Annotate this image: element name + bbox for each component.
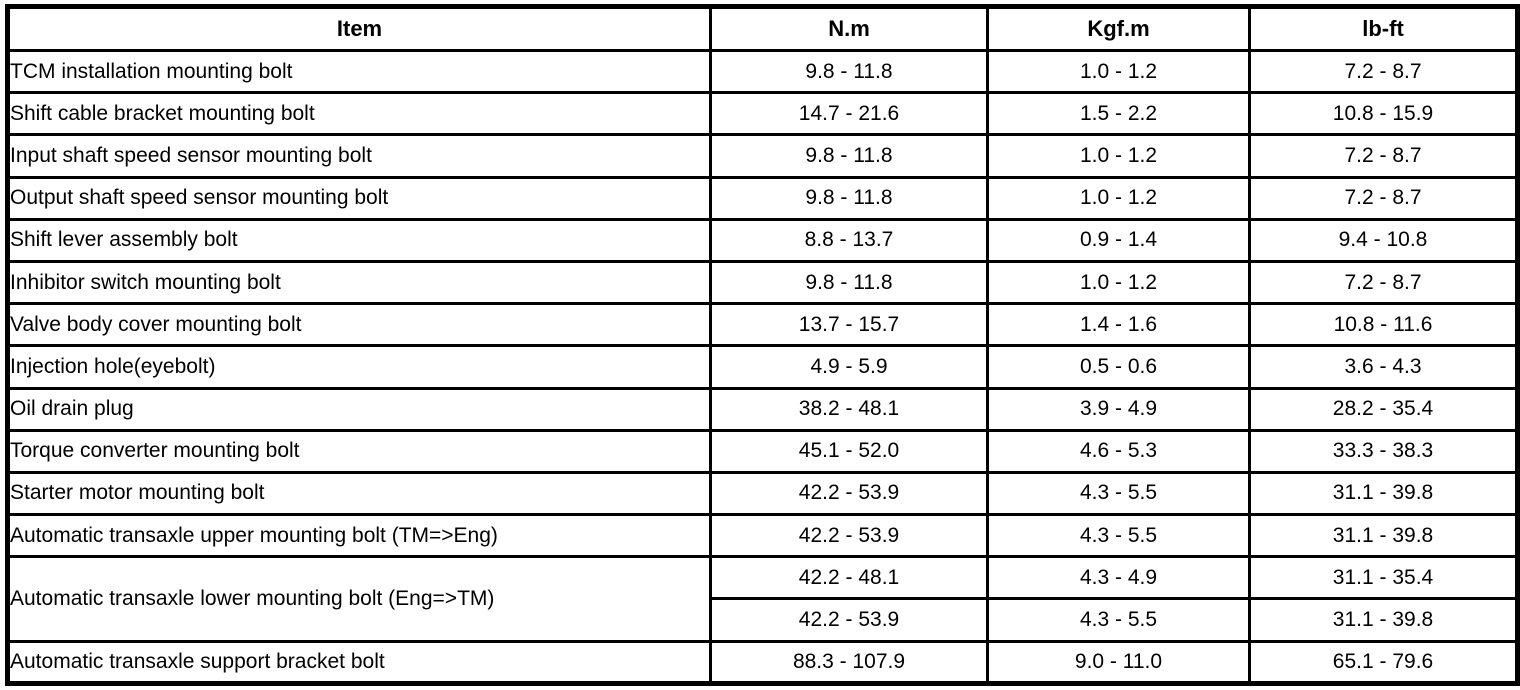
table-row: Torque converter mounting bolt 45.1 - 52.… [6, 428, 1519, 474]
value-cell: 65.1 - 79.6 [1248, 639, 1519, 686]
value-cell: 28.2 - 35.4 [1248, 386, 1519, 432]
value-cell: 42.2 - 53.9 [709, 470, 989, 517]
value-cell: 4.3 - 4.9 [986, 555, 1251, 601]
column-header-nm: N.m [709, 5, 989, 52]
item-cell: Starter motor mounting bolt [6, 470, 712, 517]
item-cell: Automatic transaxle lower mounting bolt … [6, 555, 712, 643]
table-body: TCM installation mounting bolt 9.8 - 11.8… [6, 48, 1519, 686]
value-cell: 45.1 - 52.0 [709, 428, 989, 474]
table-row: Automatic transaxle support bracket bolt… [6, 639, 1519, 686]
item-cell: Injection hole(eyebolt) [6, 344, 712, 390]
item-cell: Valve body cover mounting bolt [6, 302, 712, 348]
value-cell: 4.3 - 5.5 [986, 597, 1251, 643]
value-cell: 42.2 - 48.1 [709, 555, 989, 601]
value-cell: 88.3 - 107.9 [709, 639, 989, 686]
table-row: Injection hole(eyebolt) 4.9 - 5.9 0.5 - 0.… [6, 344, 1519, 390]
table-row: Valve body cover mounting bolt 13.7 - 15.… [6, 302, 1519, 348]
column-header-lbft: lb-ft [1248, 5, 1519, 52]
value-cell: 33.3 - 38.3 [1248, 428, 1519, 474]
item-cell: Oil drain plug [6, 386, 712, 432]
value-cell: 9.8 - 11.8 [709, 133, 989, 179]
value-cell: 42.2 - 53.9 [709, 513, 989, 559]
item-cell: Shift lever assembly bolt [6, 217, 712, 263]
value-cell: 10.8 - 15.9 [1248, 91, 1519, 137]
value-cell: 9.4 - 10.8 [1248, 217, 1519, 263]
value-cell: 7.2 - 8.7 [1248, 48, 1519, 95]
table-header: Item N.m Kgf.m lb-ft [6, 5, 1519, 52]
value-cell: 4.6 - 5.3 [986, 428, 1251, 474]
table-row: Input shaft speed sensor mounting bolt 9.… [6, 133, 1519, 179]
item-cell: Inhibitor switch mounting bolt [6, 259, 712, 306]
value-cell: 10.8 - 11.6 [1248, 302, 1519, 348]
value-cell: 8.8 - 13.7 [709, 217, 989, 263]
value-cell: 0.9 - 1.4 [986, 217, 1251, 263]
value-cell: 1.4 - 1.6 [986, 302, 1251, 348]
item-cell: Automatic transaxle upper mounting bolt … [6, 513, 712, 559]
table-row: Output shaft speed sensor mounting bolt 9… [6, 175, 1519, 221]
torque-spec-table: Item N.m Kgf.m lb-ft TCM installation mo… [5, 4, 1520, 686]
value-cell: 1.0 - 1.2 [986, 133, 1251, 179]
table-row: Oil drain plug 38.2 - 48.1 3.9 - 4.9 28.2 -… [6, 386, 1519, 432]
item-cell: Shift cable bracket mounting bolt [6, 91, 712, 137]
value-cell: 31.1 - 39.8 [1248, 597, 1519, 643]
value-cell: 0.5 - 0.6 [986, 344, 1251, 390]
table-row: 42.2 - 53.9 4.3 - 5.5 31.1 - 39.8 [8, 597, 1519, 643]
table-row: Starter motor mounting bolt 42.2 - 53.9 4.… [6, 470, 1519, 517]
item-cell: Automatic transaxle support bracket bolt [6, 639, 712, 686]
item-cell: Input shaft speed sensor mounting bolt [6, 133, 712, 179]
item-cell: TCM installation mounting bolt [6, 48, 712, 95]
value-cell: 1.0 - 1.2 [986, 175, 1251, 221]
table-row: Shift lever assembly bolt 8.8 - 13.7 0.9 -… [6, 217, 1519, 263]
value-cell: 9.8 - 11.8 [709, 175, 989, 221]
table-row: Automatic transaxle lower mounting bolt … [6, 555, 1519, 643]
table-row: Shift cable bracket mounting bolt 14.7 - … [6, 91, 1519, 137]
value-cell: 1.5 - 2.2 [986, 91, 1251, 137]
value-cell: 7.2 - 8.7 [1248, 133, 1519, 179]
value-cell: 4.3 - 5.5 [986, 513, 1251, 559]
value-cell: 3.9 - 4.9 [986, 386, 1251, 432]
value-cell: 9.8 - 11.8 [709, 48, 989, 95]
value-cell: 31.1 - 35.4 [1248, 555, 1519, 601]
column-header-kgfm: Kgf.m [986, 5, 1251, 52]
value-cell: 1.0 - 1.2 [986, 48, 1251, 95]
value-cell: 7.2 - 8.7 [1248, 175, 1519, 221]
table-row: Inhibitor switch mounting bolt 9.8 - 11.8… [6, 259, 1519, 306]
value-cell: 38.2 - 48.1 [709, 386, 989, 432]
value-cell: 3.6 - 4.3 [1248, 344, 1519, 390]
value-cell: 4.9 - 5.9 [709, 344, 989, 390]
value-cell: 7.2 - 8.7 [1248, 259, 1519, 306]
value-cell: 14.7 - 21.6 [709, 91, 989, 137]
header-row: Item N.m Kgf.m lb-ft [6, 5, 1519, 52]
table-row: TCM installation mounting bolt 9.8 - 11.8… [6, 48, 1519, 95]
item-cell: Output shaft speed sensor mounting bolt [6, 175, 712, 221]
value-cell: 31.1 - 39.8 [1248, 470, 1519, 517]
value-cell: 9.8 - 11.8 [709, 259, 989, 306]
item-cell: Torque converter mounting bolt [6, 428, 712, 474]
value-cell: 9.0 - 11.0 [986, 639, 1251, 686]
table-row: Automatic transaxle upper mounting bolt … [6, 513, 1519, 559]
column-header-item: Item [6, 5, 712, 52]
value-cell: 1.0 - 1.2 [986, 259, 1251, 306]
value-cell: 31.1 - 39.8 [1248, 513, 1519, 559]
value-cell: 13.7 - 15.7 [709, 302, 989, 348]
value-cell: 42.2 - 53.9 [709, 597, 989, 643]
value-cell: 4.3 - 5.5 [986, 470, 1251, 517]
